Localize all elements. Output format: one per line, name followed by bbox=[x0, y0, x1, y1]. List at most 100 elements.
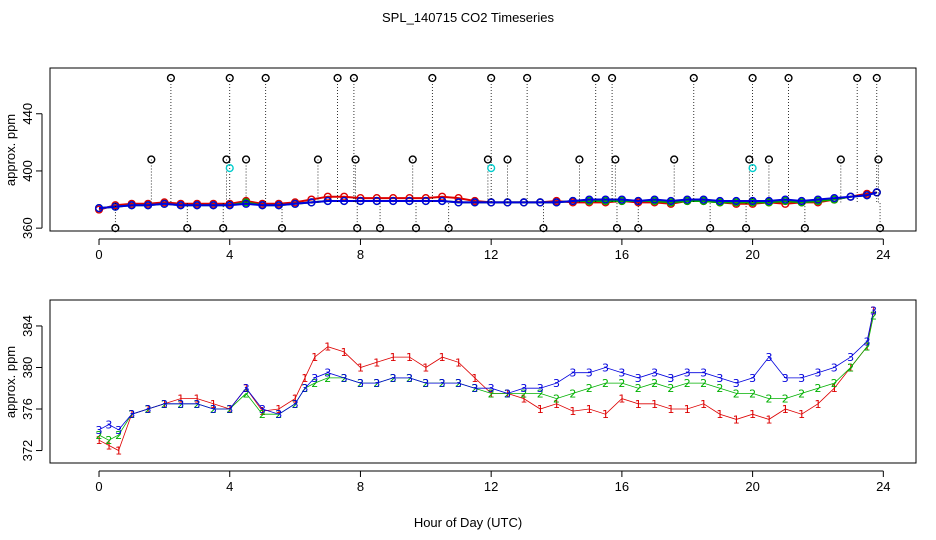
point-sensor-3: 3 bbox=[324, 367, 331, 380]
point-sensor-3 bbox=[389, 196, 398, 206]
point-sensor-2: 2 bbox=[700, 377, 707, 390]
point-outliers bbox=[523, 73, 532, 83]
point-sensor-3: 3 bbox=[96, 424, 103, 437]
point-sensor-1: 1 bbox=[357, 361, 364, 374]
x-tick-label: 4 bbox=[226, 247, 233, 262]
point-sensor-1: 1 bbox=[96, 434, 103, 447]
point-sensor-3 bbox=[683, 195, 692, 204]
point-sensor-3 bbox=[372, 196, 381, 206]
point-sensor-2: 2 bbox=[537, 387, 544, 400]
point-sensor-3: 3 bbox=[684, 367, 691, 380]
top-series-marks bbox=[94, 73, 885, 233]
point-sensor-3: 3 bbox=[716, 372, 723, 385]
point-sensor-3 bbox=[176, 201, 185, 210]
point-outliers bbox=[836, 155, 845, 164]
point-sensor-3: 3 bbox=[488, 382, 495, 395]
point-sensor-2: 2 bbox=[520, 387, 527, 400]
point-sensor-1: 1 bbox=[105, 439, 112, 452]
point-sensor-2: 2 bbox=[586, 382, 593, 395]
point-sensor-1: 1 bbox=[602, 408, 609, 421]
chart-title: SPL_140715 CO2 Timeseries bbox=[382, 10, 554, 25]
point-sensor-3: 3 bbox=[471, 382, 478, 395]
point-sensor-3 bbox=[846, 192, 855, 201]
point-sensor-2: 2 bbox=[455, 377, 462, 390]
point-sensor-2: 2 bbox=[292, 398, 299, 411]
x-tick-label: 4 bbox=[226, 479, 233, 494]
point-sensor-1: 1 bbox=[292, 393, 299, 406]
point-sensor-2: 2 bbox=[406, 372, 413, 385]
point-sensor-3: 3 bbox=[847, 351, 854, 364]
point-sensor-2: 2 bbox=[651, 377, 658, 390]
point-sensor-3: 3 bbox=[226, 403, 233, 416]
x-tick-label: 20 bbox=[745, 479, 759, 494]
point-sensor-3 bbox=[258, 201, 267, 210]
point-sensor-1: 1 bbox=[275, 403, 282, 416]
point-sensor-1: 1 bbox=[324, 341, 331, 354]
point-sensor-3: 3 bbox=[635, 372, 642, 385]
point-outliers bbox=[503, 155, 512, 164]
point-sensor-3 bbox=[601, 195, 610, 204]
x-tick-label: 12 bbox=[484, 247, 498, 262]
point-outliers bbox=[333, 73, 342, 83]
x-tick-label: 20 bbox=[745, 247, 759, 262]
point-outliers bbox=[745, 155, 754, 164]
point-sensor-1: 1 bbox=[210, 398, 217, 411]
point-outliers bbox=[166, 73, 176, 83]
point-sensor-2: 2 bbox=[814, 382, 821, 395]
point-sensor-3 bbox=[781, 195, 790, 204]
point-sensor-2: 2 bbox=[863, 341, 870, 354]
point-sensor-2: 2 bbox=[553, 393, 560, 406]
point-outliers bbox=[349, 73, 359, 83]
point-sensor-3 bbox=[552, 198, 561, 207]
point-sensor-3: 3 bbox=[390, 372, 397, 385]
point-outliers bbox=[874, 155, 883, 164]
point-sensor-1: 1 bbox=[716, 408, 723, 421]
point-sensor-3: 3 bbox=[177, 398, 184, 411]
point-outliers bbox=[784, 73, 793, 83]
point-sensor-3 bbox=[519, 198, 528, 207]
point-sensor-3: 3 bbox=[341, 372, 348, 385]
point-outliers bbox=[147, 155, 156, 164]
point-sensor-2: 2 bbox=[716, 382, 723, 395]
point-sensor-3: 3 bbox=[301, 382, 308, 395]
point-outliers bbox=[353, 224, 362, 233]
point-outliers bbox=[222, 155, 231, 164]
point-outliers bbox=[487, 73, 496, 83]
point-sensor-3 bbox=[127, 201, 136, 210]
point-sensor-2: 2 bbox=[831, 377, 838, 390]
point-sensor-2: 2 bbox=[105, 434, 112, 447]
point-sensor-3: 3 bbox=[128, 408, 135, 421]
point-sensor-1: 1 bbox=[635, 398, 642, 411]
point-sensor-3 bbox=[715, 196, 725, 206]
point-sensor-3 bbox=[307, 198, 316, 207]
point-sensor-2: 2 bbox=[847, 361, 854, 374]
point-sensor-2: 2 bbox=[311, 377, 318, 390]
point-sensor-3: 3 bbox=[537, 382, 544, 395]
point-sensor-3 bbox=[454, 198, 463, 207]
point-outliers bbox=[411, 224, 421, 233]
point-sensor-1: 1 bbox=[145, 403, 152, 416]
point-sensor-1: 1 bbox=[115, 445, 122, 458]
point-sensor-2: 2 bbox=[210, 403, 217, 416]
point-sensor-1: 1 bbox=[814, 398, 821, 411]
point-sensor-3: 3 bbox=[602, 361, 609, 374]
point-sensor-1: 1 bbox=[161, 398, 168, 411]
point-sensor-3: 3 bbox=[161, 398, 168, 411]
point-sensor-3: 3 bbox=[667, 372, 674, 385]
point-outliers bbox=[219, 224, 228, 233]
point-sensor-2: 2 bbox=[96, 429, 103, 442]
point-sensor-3 bbox=[274, 201, 283, 210]
point-outliers bbox=[408, 155, 417, 164]
point-sensor-2: 2 bbox=[798, 387, 805, 400]
point-sensor-3: 3 bbox=[733, 377, 740, 390]
point-sensor-3: 3 bbox=[292, 398, 299, 411]
point-sensor-3: 3 bbox=[586, 367, 593, 380]
point-outliers bbox=[313, 155, 323, 164]
point-sensor-3: 3 bbox=[569, 367, 576, 380]
top-panel: approx. ppm 0 4 8 12 16 20 24 360 400 440 bbox=[3, 67, 917, 262]
point-sensor-3: 3 bbox=[553, 377, 560, 390]
point-outliers bbox=[183, 224, 192, 233]
point-sensor-3 bbox=[241, 199, 251, 208]
